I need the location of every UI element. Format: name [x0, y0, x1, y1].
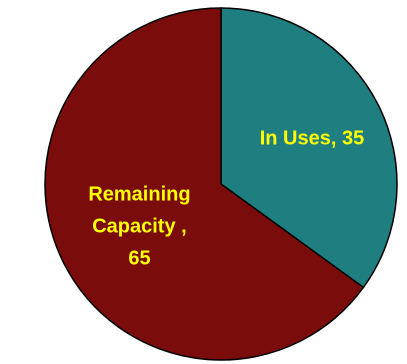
data-label-line: Capacity , — [92, 216, 186, 238]
pie-slice-in-uses — [220, 7, 398, 289]
pie-slice-remaining-capacity — [44, 7, 365, 361]
data-label-line: 65 — [128, 248, 150, 270]
data-label-line: In Uses, 35 — [260, 128, 365, 150]
data-label-in-uses: In Uses, 35 — [260, 128, 365, 150]
data-label-remaining-capacity: Remaining Capacity , 65 — [88, 184, 190, 270]
data-label-line: Remaining — [88, 184, 190, 206]
pie-data-labels: In Uses, 35 Remaining Capacity , 65 — [88, 128, 364, 270]
pie-slices — [44, 7, 398, 361]
